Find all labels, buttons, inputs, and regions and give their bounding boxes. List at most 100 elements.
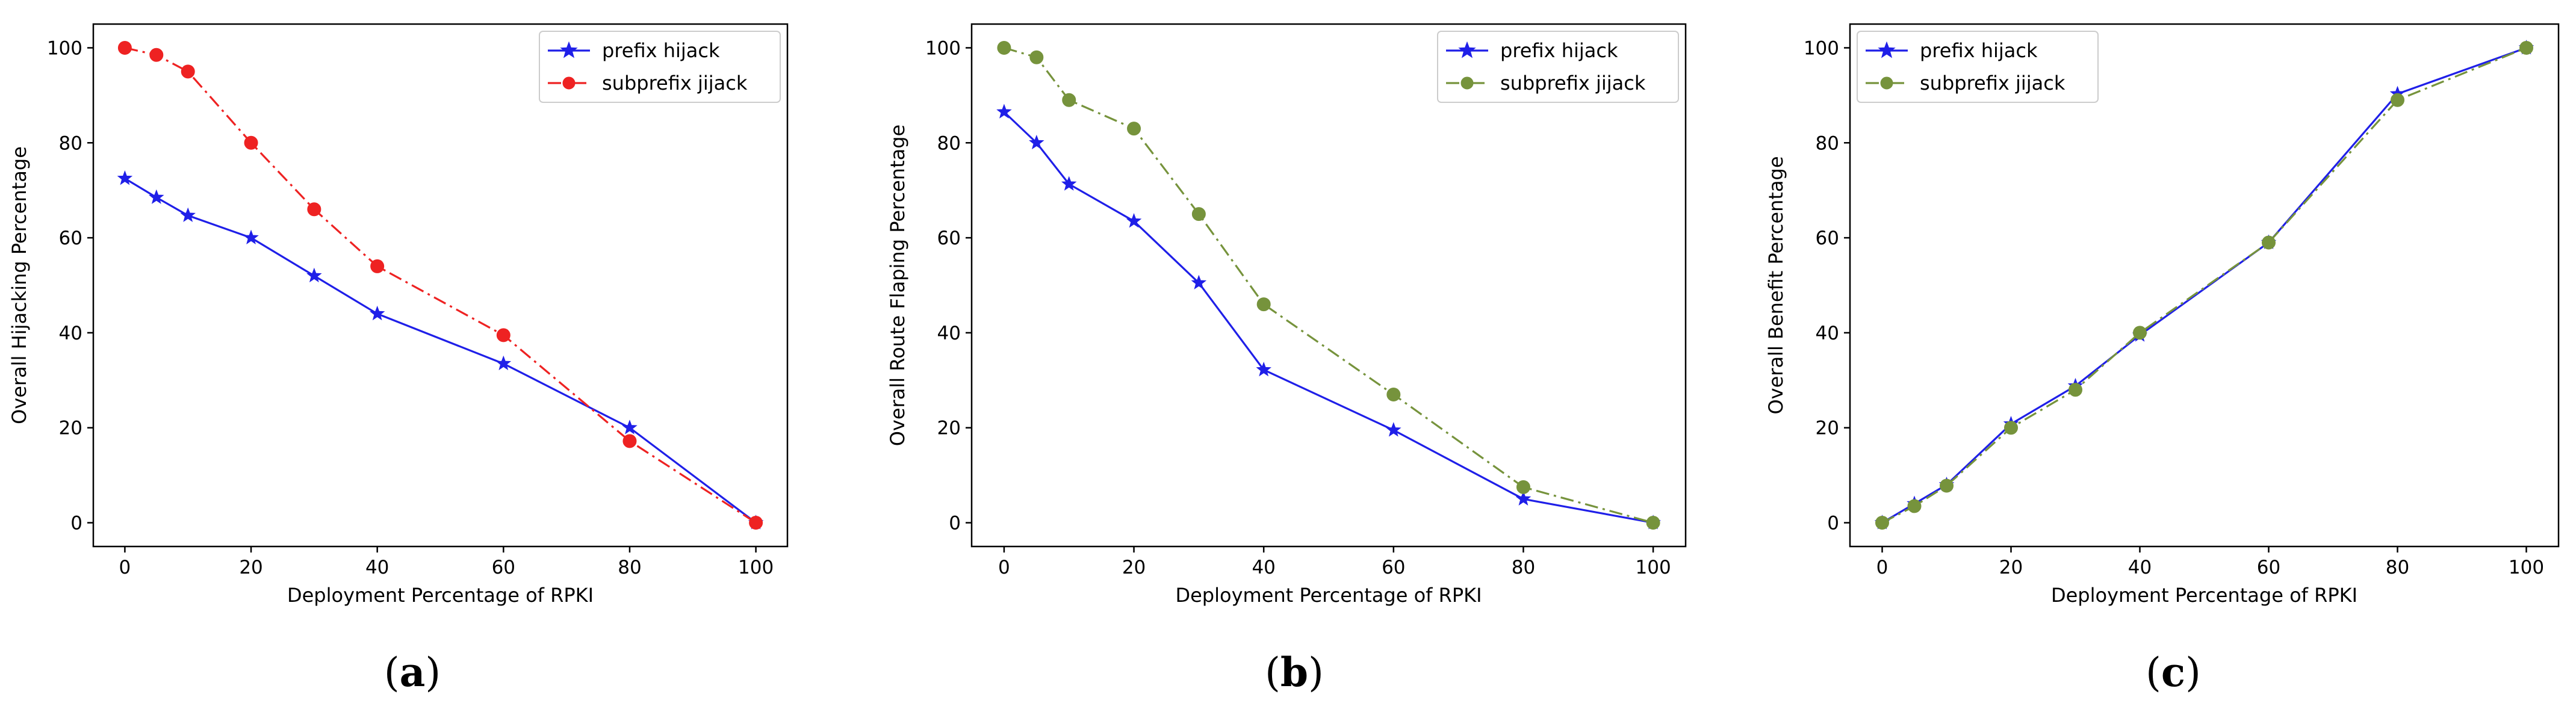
data-point (1516, 480, 1530, 494)
y-tick-label: 100 (925, 37, 961, 59)
x-tick-label: 0 (119, 557, 131, 578)
legend-label: subprefix jijack (1920, 72, 2065, 94)
x-tick-label: 40 (365, 557, 389, 578)
legend-label: prefix hijack (602, 39, 720, 62)
x-tick-label: 20 (1999, 557, 2023, 578)
data-point (2519, 40, 2533, 55)
y-tick-label: 40 (937, 323, 961, 344)
x-axis-label: Deployment Percentage of RPKI (287, 584, 594, 607)
y-tick-label: 20 (1816, 418, 1839, 439)
x-tick-label: 20 (1122, 557, 1146, 578)
legend (1437, 31, 1679, 103)
data-point (149, 48, 164, 62)
legend-label: subprefix jijack (1500, 72, 1646, 94)
data-point (2133, 326, 2147, 340)
series-line-subprefix-jijack (1881, 46, 2527, 524)
panel-caption: (c) (2146, 649, 2201, 696)
data-point (181, 64, 195, 79)
y-tick-label: 80 (59, 132, 82, 154)
chart-panel-a: 0 20 40 60 80 100 0 20 40 60 80 100 Deployment Perce… (8, 23, 789, 696)
x-tick-label: 80 (2386, 557, 2409, 578)
x-tick-label: 60 (1382, 557, 1405, 578)
x-axis-label: Deployment Percentage of RPKI (1175, 584, 1482, 607)
data-point (117, 170, 133, 185)
y-tick-label: 60 (937, 228, 961, 249)
data-point (1256, 297, 1271, 312)
series-line-subprefix-jijack (1004, 46, 1654, 524)
y-tick-label: 20 (937, 418, 961, 439)
y-tick-label: 0 (949, 513, 961, 534)
data-point (1386, 422, 1401, 437)
chart-panel-c: 0 20 40 60 80 100 0 20 40 60 80 100 Deployment Perce… (1764, 23, 2560, 696)
data-point (1875, 516, 1889, 530)
data-point (496, 328, 511, 342)
y-tick-label: 60 (1816, 228, 1839, 249)
legend (1857, 31, 2099, 103)
series-line-prefix-hijack (1881, 46, 2527, 524)
panel-caption: (b) (1265, 649, 1324, 696)
legend-label: subprefix jijack (602, 72, 748, 94)
x-tick-label: 80 (1512, 557, 1535, 578)
x-axis-label: Deployment Percentage of RPKI (2051, 584, 2357, 607)
data-point (1029, 134, 1044, 150)
panel-caption: (a) (384, 649, 441, 696)
x-tick-label: 40 (1252, 557, 1275, 578)
data-point (306, 267, 322, 283)
data-point (1191, 274, 1207, 289)
series-line-prefix-hijack (124, 178, 757, 524)
legend-label: prefix hijack (1920, 39, 2038, 62)
data-point (495, 355, 512, 371)
data-point (1061, 176, 1077, 191)
chart-panel-b: 0 20 40 60 80 100 0 20 40 60 80 100 Deployment Perce… (886, 23, 1687, 696)
data-point (243, 229, 259, 244)
x-tick-label: 0 (1876, 557, 1889, 578)
plot-frame (970, 23, 1687, 548)
y-tick-label: 40 (1816, 323, 1839, 344)
legend-marker (1460, 76, 1474, 90)
y-tick-label: 40 (59, 323, 82, 344)
data-point (369, 305, 385, 321)
data-point (180, 207, 196, 222)
data-point (149, 189, 164, 204)
data-point (997, 40, 1011, 55)
data-point (749, 516, 763, 530)
plot-frame (92, 23, 789, 548)
x-tick-label: 60 (492, 557, 515, 578)
data-point (244, 135, 258, 150)
data-point (370, 259, 385, 273)
data-point (1907, 499, 1922, 513)
plot-frame (1849, 23, 2560, 548)
data-point (2262, 235, 2276, 250)
series-line-prefix-hijack (1003, 111, 1654, 524)
data-point (1940, 478, 1954, 493)
x-tick-label: 100 (1636, 557, 1671, 578)
y-tick-label: 100 (1804, 37, 1839, 59)
legend-marker (562, 76, 576, 90)
data-point (622, 419, 638, 435)
legend-marker (1878, 41, 1896, 58)
y-tick-label: 20 (59, 418, 82, 439)
data-point (307, 202, 321, 217)
data-point (2069, 383, 2082, 397)
legend-marker (1880, 76, 1893, 90)
y-tick-label: 80 (1816, 132, 1839, 154)
data-point (996, 104, 1012, 119)
data-point (1029, 50, 1044, 64)
y-tick-label: 0 (70, 513, 82, 534)
x-tick-label: 100 (2509, 557, 2544, 578)
legend-label: prefix hijack (1500, 39, 1618, 62)
data-point (2004, 421, 2018, 435)
y-tick-label: 80 (937, 132, 961, 154)
x-tick-label: 100 (738, 557, 774, 578)
data-point (117, 40, 132, 55)
data-point (1386, 387, 1401, 401)
y-tick-label: 100 (47, 37, 82, 59)
data-point (1062, 93, 1076, 107)
x-tick-label: 40 (2128, 557, 2152, 578)
y-axis-label: Overall Benefit Percentage (1764, 156, 1787, 414)
x-tick-label: 20 (239, 557, 262, 578)
data-point (1646, 516, 1660, 530)
data-point (1515, 491, 1532, 506)
data-point (2391, 93, 2404, 107)
